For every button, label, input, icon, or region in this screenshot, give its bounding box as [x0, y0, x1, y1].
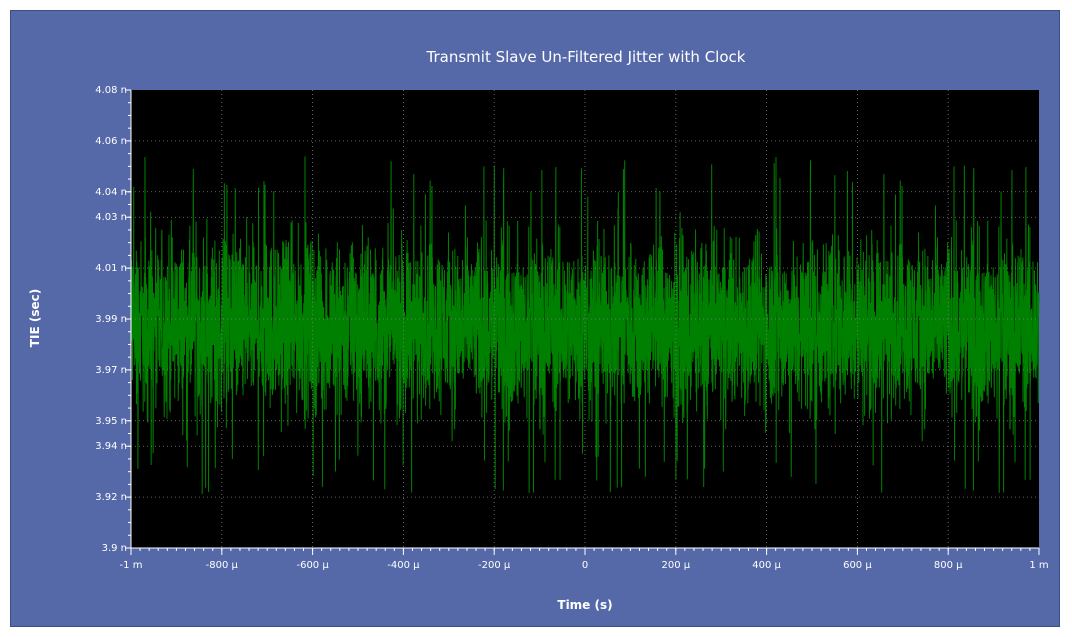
y-tick-label: 4.01 n	[95, 263, 127, 274]
x-tick-label: -200 µ	[478, 560, 511, 571]
x-tick-label: 200 µ	[661, 560, 690, 571]
x-axis-label: Time (s)	[557, 598, 613, 612]
y-tick-label: 3.9 n	[102, 543, 127, 554]
x-tick-label: -600 µ	[296, 560, 329, 571]
x-tick-label: 400 µ	[752, 560, 781, 571]
y-tick-label: 4.06 n	[95, 136, 127, 147]
y-tick-label: 4.03 n	[95, 212, 127, 223]
x-tick-label: 0	[582, 560, 588, 571]
y-tick-label: 3.97 n	[95, 365, 127, 376]
x-tick-label: -800 µ	[206, 560, 239, 571]
jitter-trace	[130, 156, 1040, 495]
y-tick-label: 4.04 n	[95, 187, 127, 198]
y-tick-label: 3.92 n	[95, 492, 127, 503]
x-tick-label: 600 µ	[843, 560, 872, 571]
y-tick-label: 4.08 n	[95, 85, 127, 96]
x-tick-label: -400 µ	[387, 560, 420, 571]
x-tick-label: 800 µ	[934, 560, 963, 571]
y-tick-label: 3.99 n	[95, 314, 127, 325]
chart-title: Transmit Slave Un-Filtered Jitter with C…	[426, 48, 746, 66]
y-tick-label: 3.94 n	[95, 441, 127, 452]
y-tick-label: 3.95 n	[95, 416, 127, 427]
x-tick-label: -1 m	[120, 560, 143, 571]
x-tick-label: 1 m	[1029, 560, 1048, 571]
